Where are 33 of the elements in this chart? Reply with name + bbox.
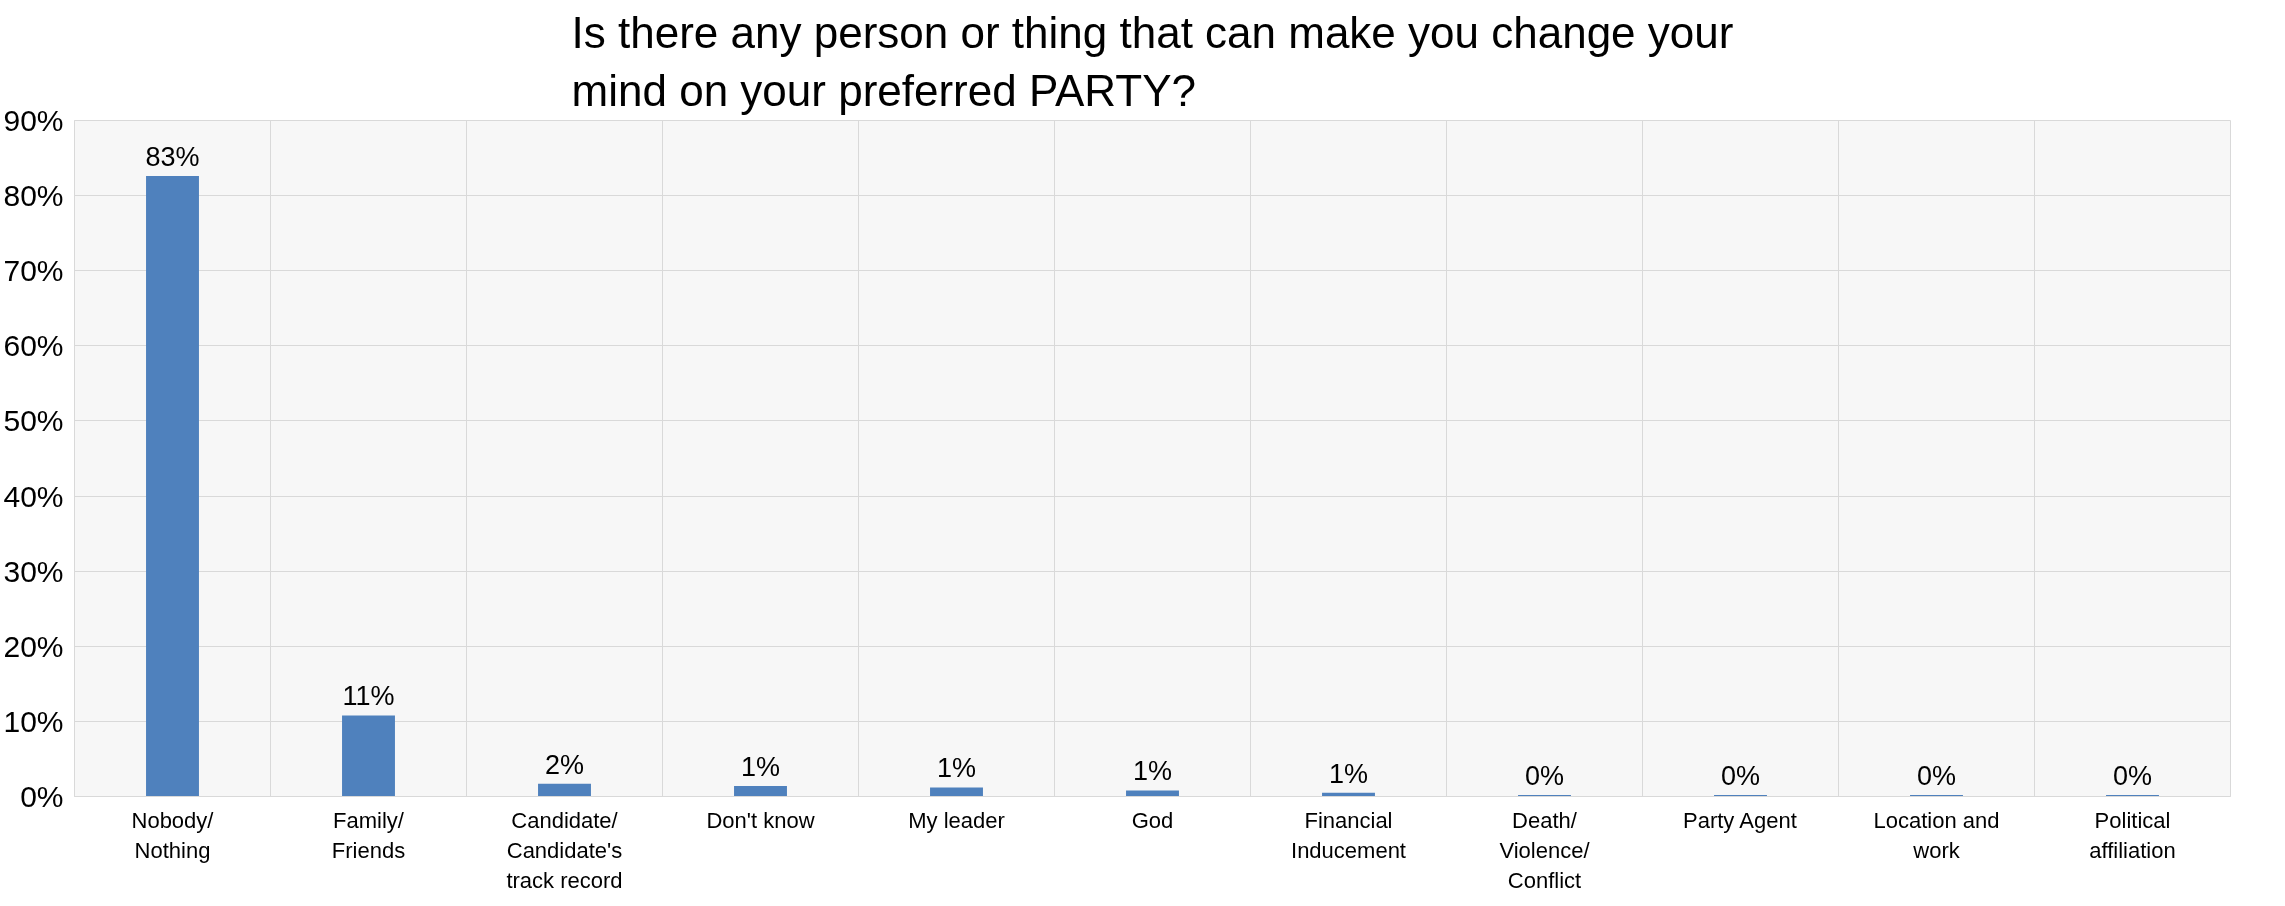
chart-title: Is there any person or thing that can make you change your mind on your preferred PARTY? bbox=[571, 7, 1734, 116]
data-label: 1% bbox=[1328, 758, 1369, 789]
data-label: 0% bbox=[1524, 761, 1565, 791]
y-tick-label: 10% bbox=[3, 704, 64, 738]
y-tick-label: 40% bbox=[3, 479, 64, 513]
x-tick-label: My leader bbox=[908, 807, 1005, 833]
x-tick-label: Location and work bbox=[1873, 807, 2000, 863]
data-label: 11% bbox=[342, 681, 395, 712]
data-label: 1% bbox=[1132, 756, 1173, 787]
y-tick-label: 20% bbox=[3, 629, 64, 663]
x-tick-label: Candidate/ Candidate's track record bbox=[506, 807, 623, 893]
y-tick-label: 70% bbox=[3, 254, 64, 288]
data-label: 0% bbox=[1916, 761, 1957, 791]
data-label: 2% bbox=[544, 749, 585, 780]
x-tick-label: Nobody/ Nothing bbox=[131, 807, 215, 863]
x-tick-label: Political affiliation bbox=[2089, 807, 2176, 863]
data-label: 83% bbox=[145, 142, 200, 173]
x-tick-label: Don't know bbox=[706, 807, 815, 833]
y-tick-label: 60% bbox=[3, 329, 64, 363]
x-tick-label: Party Agent bbox=[1683, 807, 1797, 833]
y-tick-label: 80% bbox=[3, 179, 64, 213]
data-label: 0% bbox=[2112, 761, 2153, 791]
data-label: 1% bbox=[740, 751, 781, 782]
y-tick-label: 30% bbox=[3, 554, 64, 588]
y-tick-label: 90% bbox=[3, 104, 64, 137]
y-tick-label: 0% bbox=[20, 780, 64, 813]
data-label: 1% bbox=[936, 753, 977, 784]
x-tick-label: Financial Inducement bbox=[1291, 807, 1406, 863]
x-tick-label: Family/ Friends bbox=[331, 807, 406, 863]
y-tick-label: 50% bbox=[3, 404, 64, 438]
data-label: 0% bbox=[1720, 761, 1761, 791]
x-tick-label: God bbox=[1131, 807, 1174, 833]
x-tick-label: Death/ Violence/ Conflict bbox=[1499, 807, 1591, 893]
